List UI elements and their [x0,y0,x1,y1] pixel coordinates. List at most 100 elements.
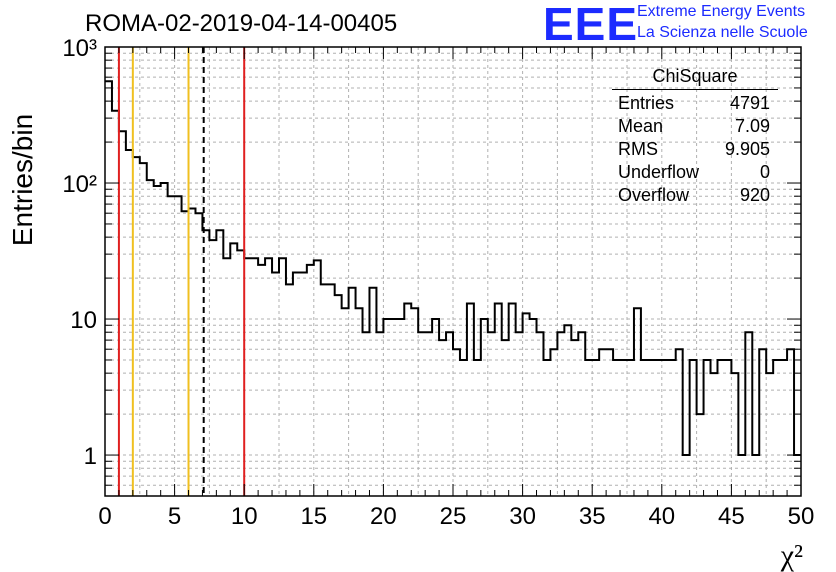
histogram-bin [543,360,550,496]
histogram-bin [439,340,446,496]
histogram-bin [460,360,467,496]
histogram-bin [690,360,697,496]
x-tick-label: 5 [168,503,181,530]
histogram-bin [717,360,724,496]
histogram-bin [195,213,202,496]
stat-value: 4791 [729,93,770,113]
histogram-bin [105,81,112,496]
x-tick-label: 35 [579,503,606,530]
x-axis-label: χ² [780,539,803,572]
histogram-bin [258,265,265,496]
stat-row: Mean 7.09 [612,115,778,138]
histogram-bin [683,455,690,496]
x-tick-label: 20 [370,503,397,530]
histogram-bin [418,332,425,496]
histogram-bin [251,258,258,496]
histogram-bin [481,319,488,496]
y-tick-label: 1 [84,443,97,470]
histogram-bin [724,360,731,496]
histogram-bin [731,373,738,496]
histogram-bin [599,349,606,496]
histogram-bin [446,332,453,496]
histogram-bin [704,360,711,496]
x-tick-labels: 0 5 10 15 20 25 30 35 40 45 50 [98,503,814,530]
histogram-bin [592,360,599,496]
histogram-bin [711,373,718,496]
histogram-bin [697,414,704,496]
axis-ticks [104,46,802,496]
stat-value: 7.09 [734,116,770,136]
x-tick-label: 15 [300,503,327,530]
histogram-bin [383,319,390,496]
x-tick-label: 0 [98,503,111,530]
histogram-bin [641,360,648,496]
x-tick-label: 25 [440,503,467,530]
x-tick-label: 10 [231,503,258,530]
stats-title: ChiSquare [612,66,778,90]
histogram-bin [766,373,773,496]
histogram-bin [669,360,676,496]
stat-label: Overflow [618,185,690,205]
y-tick-label: 10 [70,307,97,334]
histogram-bin [279,258,286,496]
stat-row: Entries 4791 [612,92,778,115]
eee-logo: EEE [543,0,639,50]
histogram-bin [495,304,502,496]
eee-logo-line2: La Scienza nelle Scuole [637,24,808,41]
histogram-bin [585,360,592,496]
chart-title: ROMA-02-2019-04-14-00405 [85,10,398,37]
stat-label: Mean [618,116,664,136]
histogram-bin [223,258,230,496]
histogram-bin [655,360,662,496]
histogram-bin [432,319,439,496]
histogram-bin [314,260,321,496]
x-tick-label: 40 [648,503,675,530]
histogram-bin [133,157,140,496]
histogram-bin [286,284,293,496]
histogram-bin [244,258,251,496]
histogram-bin [411,308,418,496]
histogram-bin [516,332,523,496]
histogram-bin [578,332,585,496]
histogram-bin [662,360,669,496]
stats-box: ChiSquare Entries 4791 Mean 7.09 RMS 9.905 Und… [612,66,778,207]
histogram-bin [369,288,376,496]
histogram-bin [126,150,133,496]
x-tick-label: 50 [788,503,815,530]
histogram-bin [557,332,564,496]
histogram-bin [237,250,244,496]
histogram-bin [787,349,794,496]
grid [105,47,801,496]
histogram-bin [189,208,196,496]
histogram-bin [537,332,544,496]
histogram-bin [216,230,223,496]
histogram-bin [321,284,328,496]
reference-lines [117,47,246,496]
histogram-bin [140,163,147,496]
histogram-bin [230,243,237,496]
histogram-bin [307,265,314,496]
histogram-bin [161,183,168,496]
histogram-bin [564,325,571,496]
eee-logo-line1: Extreme Energy Events [637,3,806,20]
stat-value: 9.905 [724,139,770,159]
histogram-bin [523,313,530,496]
histogram-bin [175,196,182,496]
histogram-bin [550,349,557,496]
stat-label: RMS [618,139,658,159]
stat-row: RMS 9.905 [612,138,778,161]
histogram-bin [376,332,383,496]
x-tick-label: 30 [509,503,536,530]
histogram [105,80,801,496]
histogram-bin [488,332,495,496]
stat-row: Underflow 0 [612,161,778,184]
histogram-bin [272,272,279,496]
histogram-bin [300,272,307,496]
histogram-bin [328,284,335,496]
histogram-bin [509,304,516,496]
histogram-bin [745,332,752,496]
histogram-bin [404,304,411,496]
histogram-bin [648,360,655,496]
histogram-line [105,80,801,457]
